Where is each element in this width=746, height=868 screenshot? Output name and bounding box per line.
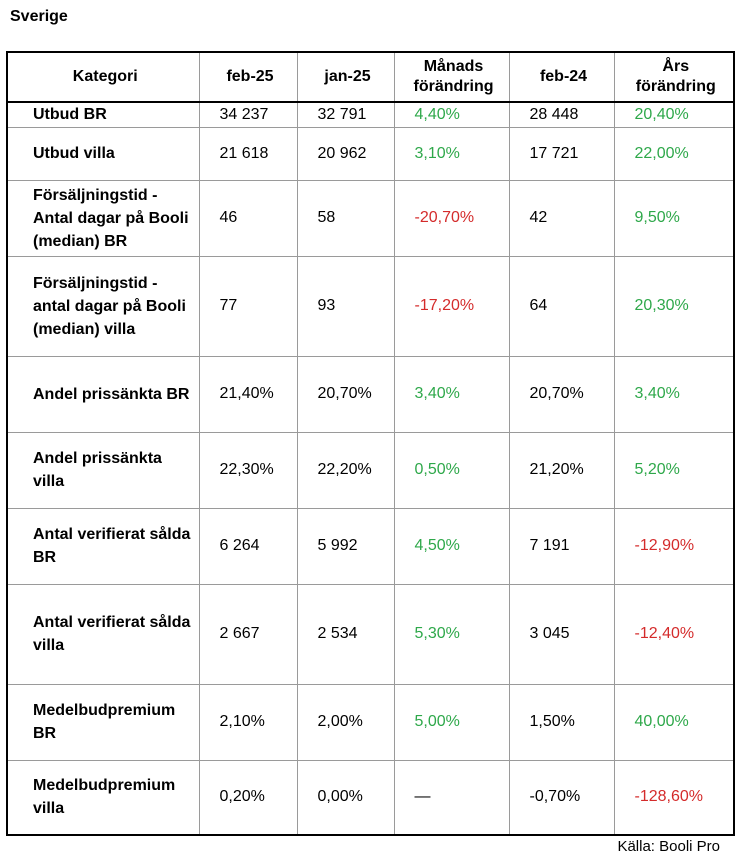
jan-25-cell: 22,20% xyxy=(296,431,395,509)
yearly-change-cell: 3,40% xyxy=(613,355,735,433)
market-stats-table: Kategori feb-25 jan-25 Månads förändring… xyxy=(6,51,735,836)
feb-25-cell: 21 618 xyxy=(198,126,298,181)
monthly-change-cell: -20,70% xyxy=(393,179,510,257)
column-header-ars-forandring: Års förändring xyxy=(613,51,735,103)
monthly-change-cell: 0,50% xyxy=(393,431,510,509)
feb-24-cell: 7 191 xyxy=(508,507,615,585)
category-cell: Antal verifierat sålda villa xyxy=(6,583,200,685)
table-row: Utbud BR 34 237 32 791 4,40% 28 448 20,40% xyxy=(6,101,735,128)
feb-25-cell: 34 237 xyxy=(198,101,298,128)
table-row: Utbud villa 21 618 20 962 3,10% 17 721 22,00% xyxy=(6,126,735,181)
feb-25-cell: 77 xyxy=(198,255,298,357)
table-row: Medelbudpremium villa 0,20% 0,00% — -0,70% -1… xyxy=(6,759,735,836)
jan-25-cell: 20 962 xyxy=(296,126,395,181)
yearly-change-cell: 20,40% xyxy=(613,101,735,128)
yearly-change-cell: 40,00% xyxy=(613,683,735,761)
monthly-change-cell: 4,40% xyxy=(393,101,510,128)
category-cell: Medelbudpremium villa xyxy=(6,759,200,836)
category-cell: Medelbudpremium BR xyxy=(6,683,200,761)
monthly-change-cell: 4,50% xyxy=(393,507,510,585)
feb-25-cell: 2,10% xyxy=(198,683,298,761)
column-header-manads-forandring: Månads förändring xyxy=(393,51,510,103)
jan-25-cell: 2 534 xyxy=(296,583,395,685)
feb-24-cell: 1,50% xyxy=(508,683,615,761)
yearly-change-cell: 5,20% xyxy=(613,431,735,509)
source-credit: Källa: Booli Pro xyxy=(617,838,720,855)
feb-24-cell: 17 721 xyxy=(508,126,615,181)
category-cell: Antal verifierat sålda BR xyxy=(6,507,200,585)
monthly-change-cell: 3,40% xyxy=(393,355,510,433)
monthly-change-cell: 3,10% xyxy=(393,126,510,181)
feb-25-cell: 6 264 xyxy=(198,507,298,585)
table-row: Försäljningstid - Antal dagar på Booli (… xyxy=(6,179,735,257)
jan-25-cell: 0,00% xyxy=(296,759,395,836)
category-cell: Försäljningstid - antal dagar på Booli (… xyxy=(6,255,200,357)
table-row: Medelbudpremium BR 2,10% 2,00% 5,00% 1,50% 40… xyxy=(6,683,735,761)
column-header-kategori: Kategori xyxy=(6,51,200,103)
jan-25-cell: 20,70% xyxy=(296,355,395,433)
category-cell: Andel prissänkta BR xyxy=(6,355,200,433)
category-cell: Utbud villa xyxy=(6,126,200,181)
monthly-change-cell: — xyxy=(393,759,510,836)
page-heading: Sverige xyxy=(10,8,68,25)
yearly-change-cell: -12,40% xyxy=(613,583,735,685)
category-cell: Försäljningstid - Antal dagar på Booli (… xyxy=(6,179,200,257)
category-cell: Utbud BR xyxy=(6,101,200,128)
column-header-feb-25: feb-25 xyxy=(198,51,298,103)
jan-25-cell: 32 791 xyxy=(296,101,395,128)
yearly-change-cell: -128,60% xyxy=(613,759,735,836)
feb-24-cell: -0,70% xyxy=(508,759,615,836)
feb-25-cell: 22,30% xyxy=(198,431,298,509)
jan-25-cell: 2,00% xyxy=(296,683,395,761)
yearly-change-cell: 9,50% xyxy=(613,179,735,257)
category-cell: Andel prissänkta villa xyxy=(6,431,200,509)
feb-24-cell: 21,20% xyxy=(508,431,615,509)
table-row: Försäljningstid - antal dagar på Booli (… xyxy=(6,255,735,357)
feb-24-cell: 3 045 xyxy=(508,583,615,685)
monthly-change-cell: 5,00% xyxy=(393,683,510,761)
jan-25-cell: 93 xyxy=(296,255,395,357)
jan-25-cell: 58 xyxy=(296,179,395,257)
jan-25-cell: 5 992 xyxy=(296,507,395,585)
feb-25-cell: 2 667 xyxy=(198,583,298,685)
column-header-jan-25: jan-25 xyxy=(296,51,395,103)
table-row: Andel prissänkta BR 21,40% 20,70% 3,40% 20,7… xyxy=(6,355,735,433)
table-row: Antal verifierat sålda BR 6 264 5 992 4,50%… xyxy=(6,507,735,585)
feb-24-cell: 20,70% xyxy=(508,355,615,433)
feb-24-cell: 42 xyxy=(508,179,615,257)
feb-25-cell: 0,20% xyxy=(198,759,298,836)
header-row: Kategori feb-25 jan-25 Månads förändring… xyxy=(6,51,735,103)
monthly-change-cell: -17,20% xyxy=(393,255,510,357)
feb-24-cell: 28 448 xyxy=(508,101,615,128)
monthly-change-cell: 5,30% xyxy=(393,583,510,685)
feb-24-cell: 64 xyxy=(508,255,615,357)
feb-25-cell: 21,40% xyxy=(198,355,298,433)
yearly-change-cell: 20,30% xyxy=(613,255,735,357)
yearly-change-cell: 22,00% xyxy=(613,126,735,181)
yearly-change-cell: -12,90% xyxy=(613,507,735,585)
table-row: Andel prissänkta villa 22,30% 22,20% 0,50% 2… xyxy=(6,431,735,509)
column-header-feb-24: feb-24 xyxy=(508,51,615,103)
table-row: Antal verifierat sålda villa 2 667 2 534 5,… xyxy=(6,583,735,685)
feb-25-cell: 46 xyxy=(198,179,298,257)
